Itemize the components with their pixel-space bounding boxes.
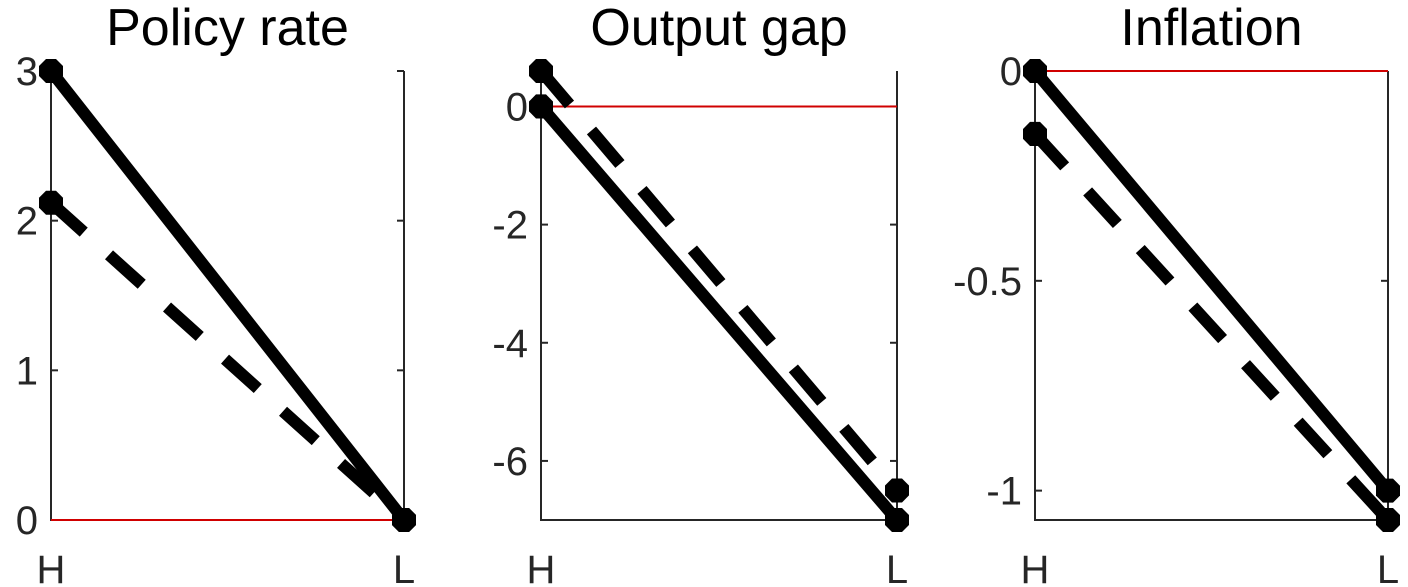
- data-point-marker: [1376, 508, 1400, 532]
- x-tick-label: L: [1377, 548, 1399, 587]
- x-tick-label: H: [527, 548, 556, 587]
- panel-output-gap: Output gap -6 -4 -2 0 H L: [492, 0, 909, 587]
- x-tick-label: L: [886, 548, 908, 587]
- y-tick-label: -0.5: [953, 260, 1022, 304]
- data-point-marker: [529, 59, 553, 83]
- data-point-marker: [1023, 59, 1047, 83]
- x-tick-label: H: [1021, 548, 1050, 587]
- y-tick-label: 0: [16, 499, 38, 543]
- data-point-marker: [39, 59, 63, 83]
- y-tick-label: 0: [506, 85, 528, 129]
- dashed-series-line: [46, 198, 409, 525]
- dashed-series-line: [1030, 129, 1393, 525]
- y-tick-label: -4: [492, 322, 528, 366]
- panel-inflation: Inflation -1 -0.5 0 H L: [953, 0, 1400, 587]
- data-point-marker: [39, 190, 63, 215]
- x-tick-label: H: [37, 548, 66, 587]
- data-point-marker: [392, 508, 416, 532]
- panel-title: Inflation: [1120, 0, 1302, 57]
- solid-series-line: [46, 67, 409, 524]
- panel-title: Policy rate: [106, 0, 349, 57]
- data-point-marker: [1376, 478, 1400, 503]
- data-point-marker: [529, 94, 553, 119]
- dashed-series-line: [536, 67, 902, 495]
- data-point-marker: [1023, 121, 1047, 146]
- solid-series-line: [536, 102, 902, 524]
- y-tick-label: 0: [1000, 50, 1022, 94]
- y-tick-label: 3: [16, 50, 38, 94]
- panel-policy-rate: Policy rate 0 1 2 3 H L: [16, 0, 416, 587]
- axes-frame: [540, 71, 898, 521]
- x-tick-label: L: [393, 548, 415, 587]
- y-tick-label: 1: [16, 349, 38, 393]
- axes-frame: [1034, 71, 1389, 521]
- y-tick-label: -2: [492, 204, 528, 248]
- data-point-marker: [885, 478, 909, 503]
- panel-title: Output gap: [590, 0, 847, 57]
- y-tick-label: -1: [986, 470, 1022, 514]
- data-point-marker: [885, 508, 909, 532]
- y-tick-label: 2: [16, 200, 38, 244]
- solid-series-line: [1030, 67, 1393, 495]
- y-tick-label: -6: [492, 440, 528, 484]
